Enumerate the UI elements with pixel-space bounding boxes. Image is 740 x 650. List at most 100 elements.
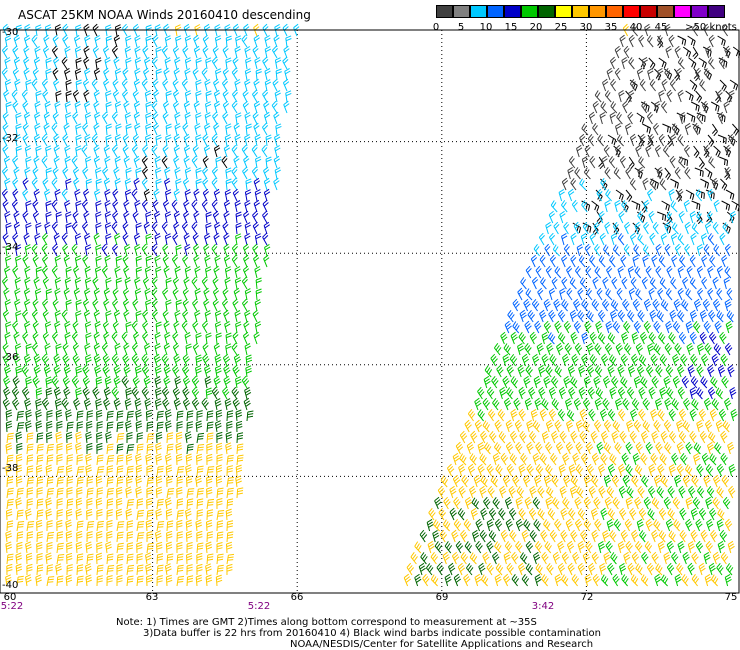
wind-barb — [548, 386, 557, 400]
wind-barb — [727, 540, 735, 554]
wind-barb — [124, 178, 132, 191]
legend-swatch — [674, 5, 691, 18]
wind-barb — [22, 254, 29, 268]
wind-barb — [611, 430, 619, 444]
wind-barb — [131, 386, 139, 400]
pass-time-2: 5:22 — [247, 601, 271, 612]
wind-barb — [93, 232, 100, 246]
wind-barb — [95, 475, 103, 488]
wind-barb — [174, 266, 181, 279]
wind-barb — [111, 243, 119, 257]
lat-label-36: -36 — [2, 352, 19, 363]
wind-barb — [204, 364, 212, 378]
wind-barb — [515, 496, 523, 510]
wind-barb — [716, 287, 723, 301]
wind-barb — [112, 199, 119, 213]
wind-barb — [195, 420, 203, 433]
wind-barb — [263, 221, 270, 235]
wind-barb — [559, 210, 566, 224]
wind-barb — [255, 277, 262, 290]
wind-barb — [543, 298, 551, 312]
wind-barb — [582, 420, 590, 433]
wind-barb — [511, 574, 520, 587]
wind-barb — [519, 430, 527, 444]
wind-barb — [677, 386, 686, 400]
wind-barb — [206, 466, 215, 477]
wind-barb — [706, 518, 714, 532]
wind-barb — [712, 276, 719, 290]
wind-barb — [624, 343, 632, 356]
wind-barb — [46, 576, 55, 587]
wind-barb — [155, 387, 162, 400]
wind-barb — [221, 78, 229, 92]
wind-barb — [152, 199, 159, 213]
wind-barb — [82, 166, 89, 180]
wind-barb — [452, 452, 460, 466]
wind-barb — [196, 530, 203, 543]
wind-barb — [105, 101, 112, 114]
wind-barb — [134, 276, 141, 290]
wind-barb — [560, 507, 568, 521]
wind-barb — [243, 254, 250, 268]
wind-barb — [611, 375, 619, 389]
wind-barb — [664, 67, 671, 81]
wind-barb — [529, 430, 537, 444]
wind-barb — [589, 155, 596, 169]
wind-barb — [3, 155, 11, 169]
legend-swatch — [691, 5, 708, 18]
wind-barb — [163, 265, 170, 279]
wind-barb — [597, 309, 606, 323]
wind-barb — [578, 386, 586, 400]
wind-barb — [24, 298, 31, 312]
wind-barb — [583, 167, 591, 180]
wind-barb — [630, 408, 638, 422]
wind-barb — [205, 541, 213, 554]
wind-barb — [53, 364, 61, 378]
wind-barb — [152, 78, 159, 92]
wind-barb — [61, 232, 68, 246]
wind-barb — [36, 476, 44, 488]
wind-barb — [252, 243, 259, 257]
wind-barb — [195, 112, 202, 125]
wind-barb — [6, 432, 14, 444]
wind-barb — [135, 475, 142, 488]
wind-barb-map — [0, 23, 740, 594]
wind-barb — [102, 353, 111, 367]
wind-barb — [551, 430, 559, 444]
wind-barb — [526, 441, 534, 455]
wind-barb — [275, 123, 282, 136]
wind-barb — [677, 287, 684, 301]
wind-barb — [4, 35, 12, 48]
wind-barb — [212, 111, 219, 125]
wind-barb — [196, 563, 203, 576]
wind-barb — [65, 574, 73, 587]
wind-barb — [176, 431, 183, 444]
wind-barb — [45, 167, 52, 180]
wind-barb — [46, 476, 54, 488]
wind-barb — [24, 145, 32, 158]
wind-barb — [682, 420, 690, 433]
wind-barb — [221, 298, 229, 312]
wind-barb — [111, 386, 119, 400]
wind-barb — [183, 276, 190, 290]
wind-barb — [232, 331, 239, 345]
wind-barb — [112, 298, 119, 312]
wind-barb — [65, 112, 72, 125]
wind-barb — [430, 574, 439, 587]
wind-barb — [95, 57, 102, 70]
wind-barb — [95, 200, 102, 213]
wind-barb — [84, 277, 92, 290]
wind-barb — [600, 574, 609, 587]
wind-barb — [536, 342, 544, 356]
wind-barb — [726, 287, 733, 301]
wind-barb — [176, 519, 183, 532]
wind-barb — [96, 421, 103, 433]
wind-barb — [701, 254, 708, 268]
wind-barb — [72, 320, 79, 334]
wind-barb — [478, 562, 486, 576]
wind-barb — [225, 35, 232, 48]
wind-barb — [195, 57, 202, 70]
wind-barb — [95, 255, 102, 268]
wind-barb — [193, 210, 200, 224]
wind-barb — [664, 442, 672, 455]
